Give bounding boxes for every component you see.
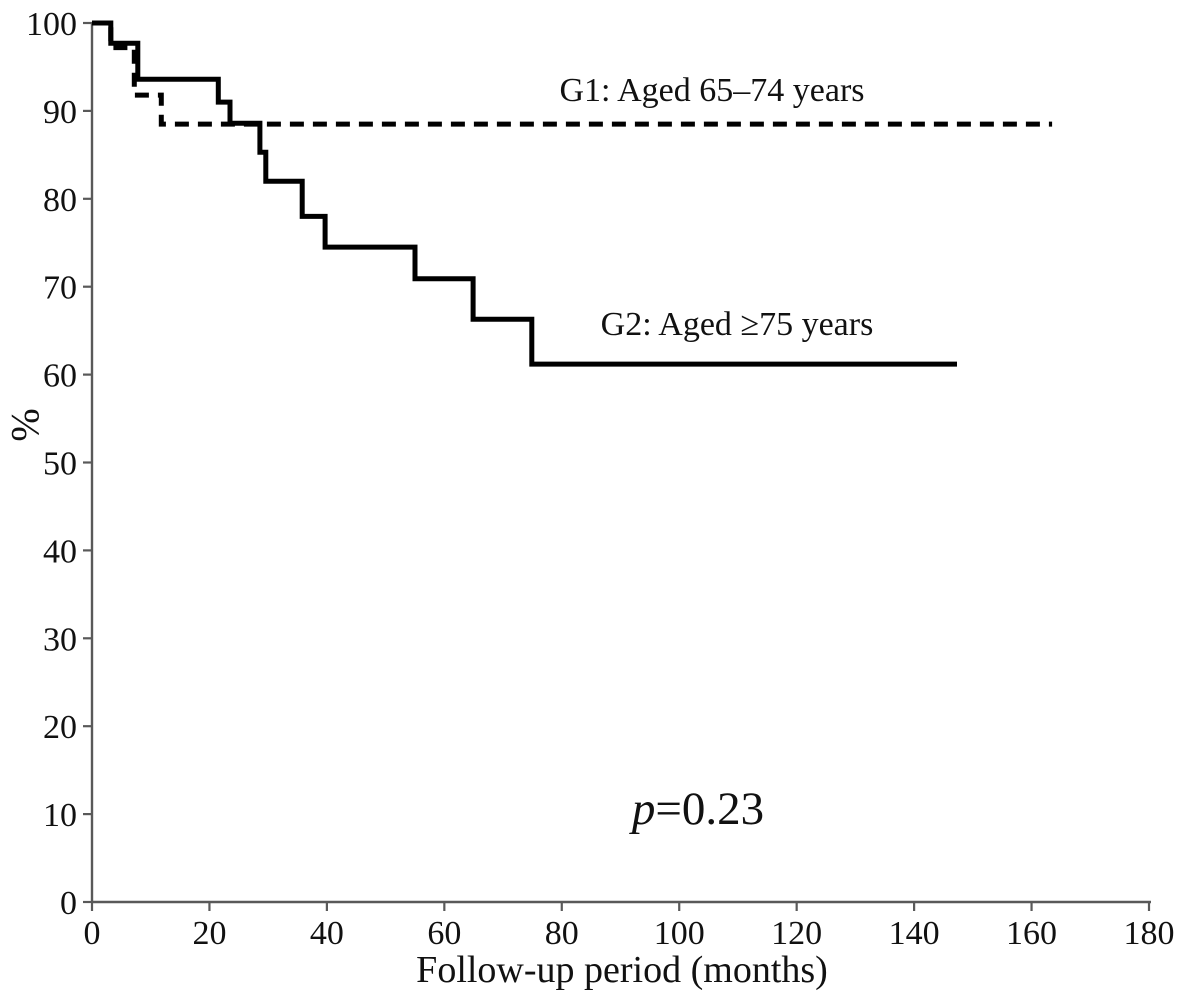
x-tick-label: 160 [1006,915,1057,952]
x-tick-label: 80 [545,915,579,952]
y-tick-label: 20 [43,709,77,746]
y-tick-label: 30 [43,621,77,658]
survival-curve-g1 [92,20,1053,127]
y-tick-label: 90 [43,94,77,131]
x-tick-label: 120 [771,915,822,952]
y-tick-label: 70 [43,270,77,307]
p-symbol: p [631,783,656,835]
x-tick-label: 60 [427,915,461,952]
y-axis-title: % [2,408,48,442]
series-label-g2: G2: Aged ≥75 years [600,306,874,343]
survival-curve-g2 [92,20,957,367]
y-tick-label: 50 [43,446,77,483]
series-label-g1: G1: Aged 65–74 years [559,72,865,109]
x-tick-label: 180 [1124,915,1175,952]
y-tick-label: 0 [60,885,77,922]
p-value-annotation: p=0.23 [632,782,764,836]
y-tick-label: 80 [43,182,77,219]
p-value-text: =0.23 [655,783,765,835]
x-tick-label: 0 [84,915,101,952]
y-tick-label: 40 [43,533,77,570]
x-tick-label: 100 [654,915,705,952]
x-tick-label: 140 [889,915,940,952]
x-tick-label: 20 [192,915,226,952]
y-tick-label: 60 [43,358,77,395]
y-tick-label: 100 [26,6,77,43]
x-tick-label: 40 [310,915,344,952]
x-axis-title: Follow-up period (months) [416,949,828,991]
y-tick-label: 10 [43,797,77,834]
